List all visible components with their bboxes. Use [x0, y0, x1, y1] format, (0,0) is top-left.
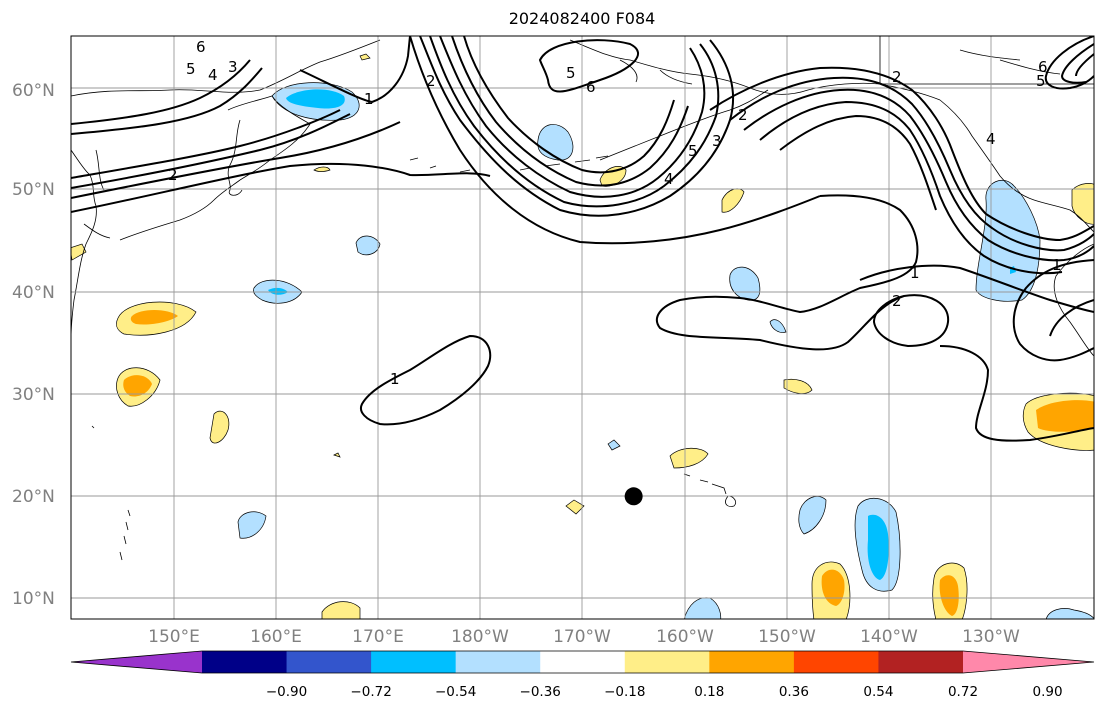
contour-label: 5 — [1036, 72, 1046, 90]
contour-label: 6 — [1038, 58, 1048, 76]
colorbar-segment — [540, 651, 626, 673]
lat-label-60n: 60°N — [12, 81, 55, 101]
colorbar-segment — [286, 651, 372, 673]
lat-label-50n: 50°N — [12, 180, 55, 200]
contour-label: 4 — [664, 170, 674, 188]
latitude-labels: 60°N 50°N 40°N 30°N 20°N 10°N — [12, 81, 55, 609]
contour-label: 6 — [196, 38, 206, 56]
contour-label: 5 — [688, 142, 698, 160]
contour-label: 4 — [986, 130, 996, 148]
colorbar-tick: −0.90 — [266, 684, 307, 700]
colorbar-tick: −0.72 — [350, 684, 391, 700]
contour-label: 1 — [390, 370, 400, 388]
longitude-labels: 150°E 160°E 170°E 180°W 170°W 160°W 150°… — [148, 627, 1020, 647]
colorbar-extend-low — [71, 651, 202, 673]
lat-label-40n: 40°N — [12, 283, 55, 303]
lon-label-130w: 130°W — [962, 627, 1020, 647]
lon-label-150w: 150°W — [758, 627, 816, 647]
colorbar-tick: 0.90 — [1033, 684, 1063, 700]
colorbar-extend-high — [963, 651, 1094, 673]
colorbar — [70, 650, 1095, 674]
colorbar-tick: −0.36 — [520, 684, 561, 700]
lat-label-20n: 20°N — [12, 487, 55, 507]
colorbar-ticks: −0.90 −0.72 −0.54 −0.36 −0.18 0.18 0.36 … — [266, 684, 1063, 700]
colorbar-segment — [793, 651, 879, 673]
contour-label: 1 — [1052, 256, 1062, 274]
colorbar-segment — [709, 651, 795, 673]
lon-label-170w: 170°W — [553, 627, 611, 647]
contour-label: 2 — [892, 68, 902, 86]
colorbar-segment — [371, 651, 457, 673]
colorbar-segment — [455, 651, 541, 673]
graticule — [71, 36, 1094, 619]
coastlines — [71, 36, 1094, 561]
positive-shading — [71, 53, 1094, 619]
lon-label-140w: 140°W — [860, 627, 918, 647]
colorbar-segment — [878, 651, 964, 673]
map-frame — [70, 35, 1095, 620]
lon-label-160w: 160°W — [656, 627, 714, 647]
colorbar-tick: 0.36 — [779, 684, 809, 700]
contour-label: 4 — [208, 66, 218, 84]
lat-label-10n: 10°N — [12, 589, 55, 609]
contour-label: 3 — [712, 132, 722, 150]
contour-label: 1 — [364, 90, 374, 108]
contour-label: 5 — [566, 64, 576, 82]
lon-label-160e: 160°E — [250, 627, 302, 647]
colorbar-tick: −0.54 — [435, 684, 476, 700]
lon-label-150e: 150°E — [148, 627, 200, 647]
map-title: 2024082400 F084 — [508, 9, 656, 28]
contour-label: 6 — [586, 78, 596, 96]
lon-label-180w: 180°W — [451, 627, 509, 647]
contour-label: 2 — [738, 106, 748, 124]
contour-label: 3 — [228, 58, 238, 76]
contour-label: 2 — [426, 72, 436, 90]
lon-label-170e: 170°E — [352, 627, 404, 647]
contour-label: 2 — [168, 166, 178, 184]
colorbar-tick: 0.18 — [694, 684, 724, 700]
colorbar-segment — [624, 651, 710, 673]
contour-label: 2 — [892, 292, 902, 310]
point-marker — [624, 487, 643, 506]
colorbar-outline — [70, 650, 1095, 674]
colorbar-tick: −0.18 — [604, 684, 645, 700]
colorbar-tick: 0.54 — [863, 684, 893, 700]
contour-label: 1 — [910, 264, 920, 282]
contour-label: 5 — [186, 60, 196, 78]
lat-label-30n: 30°N — [12, 385, 55, 405]
contours — [71, 36, 1094, 442]
colorbar-segment — [202, 651, 288, 673]
colorbar-tick: 0.72 — [948, 684, 978, 700]
contour-labels: 6 5 4 3 2 1 2 5 6 4 5 3 2 1 2 1 2 6 5 4 … — [168, 38, 1062, 388]
